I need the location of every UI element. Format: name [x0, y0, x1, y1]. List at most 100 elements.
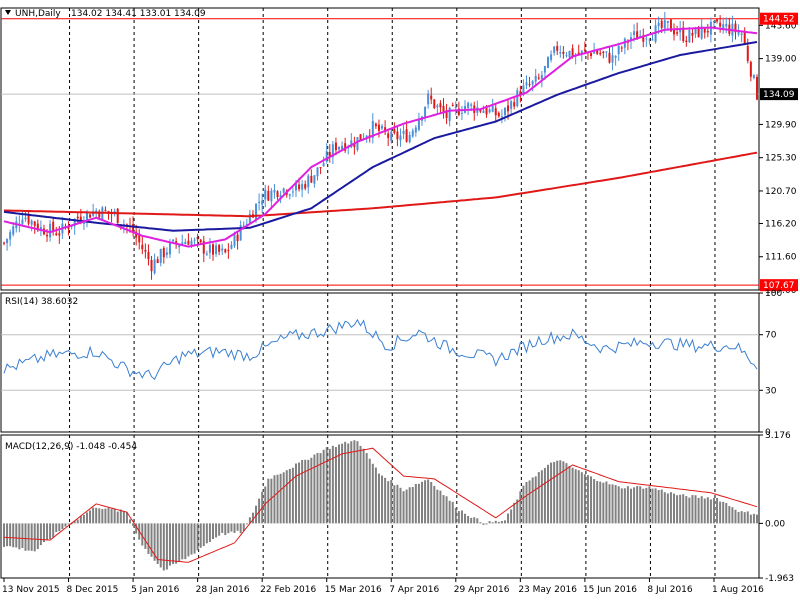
- candle-body: [12, 226, 15, 235]
- macd-bar: [685, 496, 688, 524]
- macd-bar: [636, 486, 639, 524]
- macd-bar: [304, 459, 307, 524]
- candle-body: [470, 104, 473, 106]
- candle-body: [620, 47, 623, 49]
- macd-bar: [679, 494, 682, 524]
- candle-body: [703, 27, 706, 33]
- macd-bar: [611, 484, 614, 524]
- candle-body: [153, 259, 156, 274]
- macd-bar: [688, 497, 691, 524]
- candle-body: [52, 221, 55, 232]
- candle-body: [516, 90, 519, 107]
- candle-body: [424, 106, 427, 117]
- candle-body: [706, 30, 709, 33]
- y-tick-label: 111.60: [765, 253, 797, 263]
- candle-body: [178, 245, 181, 248]
- macd-bar: [500, 521, 503, 524]
- macd-bar: [706, 497, 709, 524]
- macd-bar: [168, 523, 171, 566]
- candle-body: [89, 214, 92, 218]
- macd-panel[interactable]: [0, 434, 760, 579]
- candle-body: [749, 61, 752, 77]
- macd-bar: [694, 495, 697, 524]
- candle-body: [334, 142, 337, 151]
- macd-bar: [384, 477, 387, 524]
- candle-body: [205, 253, 208, 255]
- macd-bar: [58, 523, 61, 532]
- macd-bar: [620, 488, 623, 524]
- macd-bar: [663, 492, 666, 524]
- candle-body: [666, 21, 669, 23]
- candle-body: [384, 127, 387, 133]
- macd-bar: [282, 472, 285, 524]
- candle-body: [712, 20, 715, 23]
- triangle-down-icon[interactable]: [5, 10, 11, 15]
- macd-bar: [24, 523, 27, 551]
- rsi-panel[interactable]: [0, 292, 760, 433]
- candle-body: [325, 151, 328, 162]
- macd-bar: [639, 486, 642, 524]
- macd-bar: [583, 474, 586, 524]
- price-tag-box: [760, 12, 798, 25]
- candle-body: [322, 163, 325, 167]
- candle-body: [547, 57, 550, 68]
- x-tick-label: 7 Apr 2016: [389, 585, 439, 595]
- macd-bar: [503, 520, 506, 524]
- y-tick-label: -1.963: [765, 574, 794, 584]
- x-tick-label: 8 Jul 2016: [647, 585, 692, 595]
- candle-body: [55, 233, 58, 235]
- candle-body: [537, 77, 540, 79]
- macd-bar: [648, 486, 651, 524]
- macd-bar: [156, 523, 159, 565]
- macd-bar: [673, 493, 676, 524]
- macd-bar: [485, 523, 488, 525]
- macd-bar: [516, 499, 519, 524]
- macd-bar: [129, 519, 132, 524]
- candle-body: [310, 175, 313, 183]
- macd-bar: [325, 447, 328, 524]
- macd-bar: [691, 495, 694, 524]
- candle-body: [242, 225, 245, 228]
- candle-body: [49, 223, 52, 238]
- candle-body: [338, 147, 341, 150]
- candle-body: [402, 130, 405, 135]
- symbol-timeframe: UNH,Daily: [15, 9, 61, 19]
- macd-bar: [181, 523, 184, 560]
- candle-body: [494, 108, 497, 116]
- candle-body: [236, 234, 239, 242]
- macd-bar: [547, 464, 550, 524]
- macd-bar: [596, 481, 599, 524]
- price-panel[interactable]: [0, 7, 760, 291]
- candle-body: [737, 32, 740, 35]
- candle-body: [138, 234, 141, 243]
- macd-bar: [473, 517, 476, 524]
- macd-bar: [190, 523, 193, 555]
- macd-bar: [531, 477, 534, 524]
- candle-body: [255, 203, 258, 221]
- macd-bar: [510, 509, 513, 524]
- candle-body: [614, 56, 617, 58]
- macd-bar: [18, 523, 21, 550]
- macd-bar: [144, 523, 147, 549]
- candle-body: [24, 217, 27, 220]
- candle-body: [543, 66, 546, 73]
- macd-bar: [236, 523, 239, 531]
- candle-body: [669, 19, 672, 32]
- candle-body: [230, 244, 233, 249]
- candle-body: [116, 208, 119, 224]
- candle-body: [46, 234, 49, 237]
- candle-body: [202, 240, 205, 254]
- candle-body: [414, 127, 417, 133]
- candle-body: [602, 51, 605, 53]
- price-tag-label: 107.67: [763, 281, 795, 291]
- macd-bar: [52, 523, 55, 538]
- macd-bar: [230, 523, 233, 532]
- macd-bar: [125, 512, 128, 524]
- macd-bar: [556, 460, 559, 524]
- macd-bar: [33, 523, 36, 552]
- macd-bar: [291, 467, 294, 524]
- candle-body: [743, 32, 746, 45]
- candle-body: [159, 249, 162, 263]
- candle-body: [82, 222, 85, 224]
